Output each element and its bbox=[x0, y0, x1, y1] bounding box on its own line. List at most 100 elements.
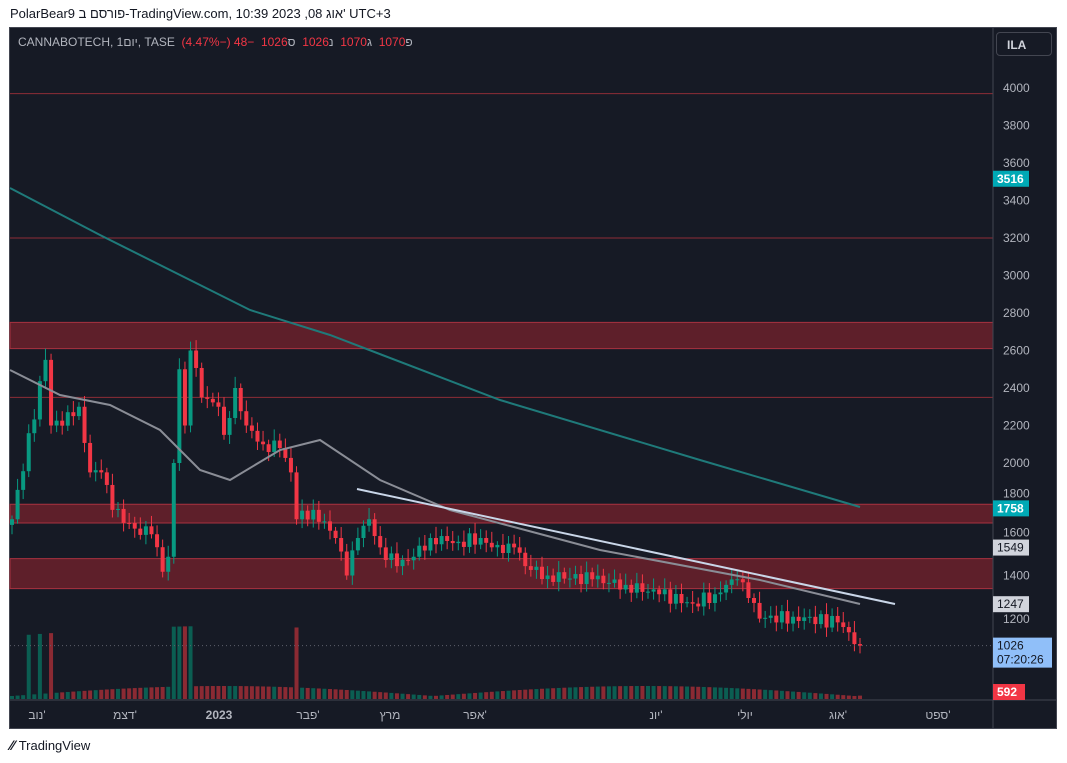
volume-bar bbox=[272, 686, 277, 699]
candle-body bbox=[824, 614, 829, 628]
candle-body bbox=[528, 566, 533, 570]
candle-body bbox=[43, 359, 48, 382]
candle-body bbox=[311, 509, 316, 520]
volume-bar bbox=[227, 686, 232, 699]
candle-body bbox=[71, 412, 76, 417]
volume-bar bbox=[696, 686, 701, 699]
time-tick: אוג' bbox=[829, 708, 847, 722]
candle-body bbox=[88, 442, 93, 473]
price-tick: 2600 bbox=[1003, 344, 1030, 358]
volume-bar bbox=[802, 692, 807, 699]
volume-bar bbox=[785, 691, 790, 699]
candle-body bbox=[757, 602, 762, 619]
volume-bar bbox=[266, 686, 271, 699]
volume-bar bbox=[556, 687, 561, 699]
volume-bar bbox=[367, 691, 372, 699]
candle-body bbox=[707, 592, 712, 603]
price-badge-bg bbox=[993, 500, 1029, 517]
volume-bar bbox=[244, 686, 249, 699]
candle-body bbox=[378, 536, 383, 548]
volume-bar bbox=[852, 695, 857, 699]
candle-body bbox=[858, 644, 862, 646]
candle-body bbox=[662, 589, 667, 595]
volume-bar bbox=[350, 690, 355, 699]
volume-bar bbox=[500, 691, 505, 699]
candle-body bbox=[394, 553, 399, 567]
candle-body bbox=[227, 417, 232, 435]
volume-bar bbox=[606, 686, 611, 699]
volume-bar bbox=[15, 695, 20, 699]
candle-body bbox=[15, 489, 20, 520]
volume-bar bbox=[43, 693, 48, 699]
time-tick: יולי bbox=[737, 708, 753, 722]
volume-bar bbox=[355, 690, 360, 699]
volume-bar bbox=[540, 688, 544, 699]
candle-body bbox=[724, 584, 729, 593]
price-tick: 3600 bbox=[1003, 156, 1030, 170]
volume-bar bbox=[590, 686, 595, 699]
price-tick: 3200 bbox=[1003, 231, 1030, 245]
tradingview-logo[interactable]: ⁄⁄ TradingView bbox=[10, 737, 90, 753]
volume-bar bbox=[528, 689, 533, 699]
candle-body bbox=[512, 543, 517, 548]
bar-countdown: 07:20:26 bbox=[997, 653, 1044, 667]
volume-bar bbox=[740, 688, 745, 699]
candle-body bbox=[406, 559, 411, 561]
candle-body bbox=[210, 398, 215, 403]
volume-bar bbox=[517, 690, 522, 699]
candle-body bbox=[712, 594, 717, 603]
candle-body bbox=[283, 448, 288, 458]
volume-bar bbox=[774, 690, 779, 699]
candle-body bbox=[484, 538, 489, 543]
volume-bar bbox=[82, 690, 87, 699]
candle-body bbox=[835, 615, 840, 623]
candle-body bbox=[579, 574, 584, 585]
candle-body bbox=[729, 579, 734, 585]
volume-bar bbox=[316, 688, 321, 699]
candle-body bbox=[216, 402, 221, 407]
candle-body bbox=[818, 614, 823, 625]
volume-bar bbox=[467, 693, 472, 699]
candle-body bbox=[478, 538, 483, 545]
candle-body bbox=[383, 547, 388, 560]
volume-bar bbox=[662, 686, 667, 699]
volume-bar bbox=[685, 686, 690, 699]
volume-bar bbox=[450, 694, 455, 699]
volume-bar bbox=[328, 689, 332, 699]
candle-body bbox=[629, 584, 634, 593]
candle-body bbox=[445, 536, 450, 541]
volume-bar bbox=[629, 686, 634, 699]
candle-body bbox=[685, 602, 690, 604]
volume-bar bbox=[216, 686, 221, 699]
resistance-zone bbox=[9, 321, 994, 350]
volume-bar bbox=[796, 691, 801, 699]
volume-bar bbox=[623, 686, 628, 699]
candle-body bbox=[294, 472, 299, 520]
volume-bar bbox=[830, 694, 835, 699]
volume-bar bbox=[71, 691, 76, 699]
volume-bar bbox=[618, 686, 623, 699]
volume-bar bbox=[261, 686, 266, 699]
volume-bar bbox=[177, 626, 182, 699]
volume-bar bbox=[37, 633, 42, 699]
volume-bar bbox=[701, 686, 706, 699]
candle-body bbox=[612, 579, 617, 583]
candle-body bbox=[461, 541, 466, 547]
price-tick: 3000 bbox=[1003, 269, 1030, 283]
volume-bar bbox=[512, 690, 517, 699]
time-tick: נוב' bbox=[28, 708, 45, 722]
price-badge: 1549 bbox=[997, 541, 1024, 555]
currency-button[interactable]: ILA bbox=[996, 32, 1052, 56]
volume-bar bbox=[668, 686, 673, 699]
last-price-badge-bg bbox=[993, 637, 1052, 668]
candle-body bbox=[606, 582, 611, 584]
time-tick: 2023 bbox=[206, 708, 233, 722]
price-tick: 1400 bbox=[1003, 569, 1030, 583]
volume-badge-bg bbox=[993, 684, 1025, 700]
volume-bar bbox=[406, 694, 411, 699]
volume-bar bbox=[824, 693, 829, 699]
candle-body bbox=[132, 522, 137, 529]
ma-short-line bbox=[9, 369, 861, 605]
candle-body bbox=[735, 579, 740, 581]
